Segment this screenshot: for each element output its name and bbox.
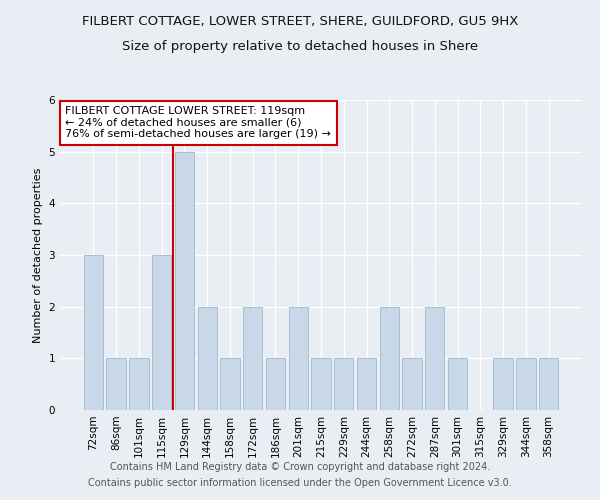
- Y-axis label: Number of detached properties: Number of detached properties: [33, 168, 43, 342]
- Bar: [243, 306, 262, 410]
- Bar: [175, 152, 194, 410]
- Bar: [425, 306, 445, 410]
- Text: Contains public sector information licensed under the Open Government Licence v3: Contains public sector information licen…: [88, 478, 512, 488]
- Text: Size of property relative to detached houses in Shere: Size of property relative to detached ho…: [122, 40, 478, 53]
- Bar: [220, 358, 239, 410]
- Bar: [403, 358, 422, 410]
- Text: FILBERT COTTAGE LOWER STREET: 119sqm
← 24% of detached houses are smaller (6)
76: FILBERT COTTAGE LOWER STREET: 119sqm ← 2…: [65, 106, 331, 140]
- Text: Contains HM Land Registry data © Crown copyright and database right 2024.: Contains HM Land Registry data © Crown c…: [110, 462, 490, 472]
- Bar: [493, 358, 513, 410]
- Bar: [197, 306, 217, 410]
- Text: FILBERT COTTAGE, LOWER STREET, SHERE, GUILDFORD, GU5 9HX: FILBERT COTTAGE, LOWER STREET, SHERE, GU…: [82, 15, 518, 28]
- Bar: [106, 358, 126, 410]
- Bar: [266, 358, 285, 410]
- Bar: [539, 358, 558, 410]
- Bar: [516, 358, 536, 410]
- Bar: [357, 358, 376, 410]
- Bar: [289, 306, 308, 410]
- Bar: [129, 358, 149, 410]
- Bar: [84, 255, 103, 410]
- Bar: [311, 358, 331, 410]
- Bar: [152, 255, 172, 410]
- Bar: [334, 358, 353, 410]
- Bar: [448, 358, 467, 410]
- Bar: [380, 306, 399, 410]
